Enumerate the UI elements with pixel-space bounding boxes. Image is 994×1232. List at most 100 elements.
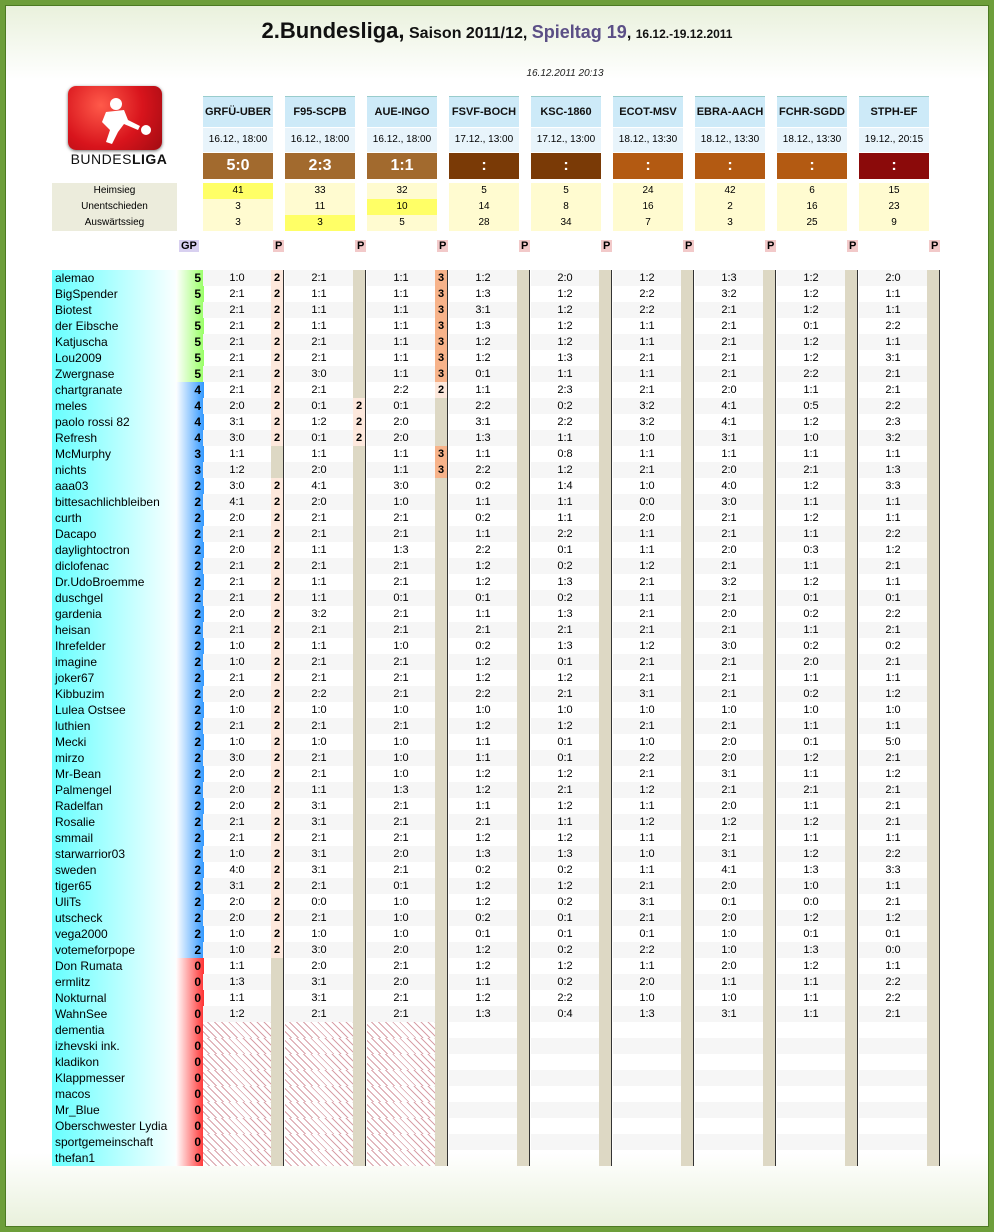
tip-value: 0:1: [531, 750, 599, 766]
tip-points: [599, 382, 611, 398]
tip-value: 2:2: [859, 974, 927, 990]
tip-points: [517, 894, 529, 910]
player-name: Lulea Ostsee: [52, 702, 180, 718]
tip-value: 1:0: [311, 928, 327, 940]
tip-column: 2:0 1:2 1:2 1:2 1:2 1:3 1:1 2:3 0:2 2:2 1:1 0:8 1:2 1…: [531, 270, 612, 1166]
match-column-header: FCHR-SGDD 18.12., 13:30:: [777, 96, 847, 179]
tip-value: 3:2: [613, 398, 681, 414]
tip-points: [353, 478, 365, 494]
tip-points: [681, 926, 693, 942]
tip-value: [695, 1134, 763, 1150]
tip-points: [681, 590, 693, 606]
tip-cell: 1:2: [449, 718, 529, 734]
tip-value: 1:3: [475, 320, 491, 332]
tip-points: [927, 638, 939, 654]
tip-cell: 1:1: [613, 526, 693, 542]
tip-points: [845, 782, 857, 798]
tip-value: 1:2: [557, 768, 573, 780]
tip-cell: [449, 1134, 529, 1150]
tip-points: [435, 718, 447, 734]
tip-cell: 1:1: [613, 830, 693, 846]
tip-points: [435, 958, 447, 974]
tip-cell: [531, 1038, 611, 1054]
tip-points: 2: [271, 670, 283, 686]
tip-points: [599, 654, 611, 670]
tip-points: [353, 1006, 365, 1022]
tip-points: [845, 286, 857, 302]
tip-value: [203, 1150, 271, 1166]
tip-value: [613, 1086, 681, 1102]
stat-count: 16: [777, 199, 847, 215]
tip-cell: 1:1: [777, 718, 857, 734]
tip-cell: 0:1: [777, 590, 857, 606]
tip-points: [681, 782, 693, 798]
tip-value: 1:1: [859, 494, 927, 510]
tip-value: [695, 1086, 763, 1102]
tip-points: 2: [271, 942, 283, 958]
tip-points: [763, 718, 775, 734]
tip-points: 2: [271, 894, 283, 910]
tip-value: 2:1: [367, 718, 435, 734]
tip-value: 1:1: [475, 448, 491, 460]
tip-points: [599, 1150, 611, 1166]
tip-cell: 1:2: [777, 574, 857, 590]
tip-cell: 2:2: [449, 462, 529, 478]
tip-cell: [203, 1054, 283, 1070]
tip-points: [681, 894, 693, 910]
player-points: 5: [176, 350, 204, 366]
tip-cell: 2:0: [695, 606, 775, 622]
tip-value: 1:2: [311, 416, 327, 428]
player-points: 0: [176, 1038, 204, 1054]
player-name: gardenia: [52, 606, 180, 622]
tip-points: [353, 558, 365, 574]
tip-value: 0:1: [557, 544, 573, 556]
tip-value: 1:2: [475, 768, 491, 780]
tip-points: [681, 1054, 693, 1070]
tip-cell: 3:1: [613, 894, 693, 910]
tip-cell: 1:3: [449, 318, 529, 334]
tip-cell: [777, 1150, 857, 1166]
tip-points: [435, 1006, 447, 1022]
match-column-header: EBRA-AACH 18.12., 13:30:: [695, 96, 765, 179]
tip-points: [517, 846, 529, 862]
tip-cell: 0:1: [367, 590, 447, 606]
player-name: utscheck: [52, 910, 180, 926]
tip-value: 5:0: [885, 736, 901, 748]
tip-value: 2:1: [885, 384, 901, 396]
tip-value: 1:2: [885, 544, 901, 556]
matchday-label: Spieltag 19: [531, 22, 627, 42]
tip-points: [927, 622, 939, 638]
tip-points: [435, 750, 447, 766]
tip-value: 2:1: [721, 832, 737, 844]
player-name: Refresh: [52, 430, 180, 446]
tip-cell: [777, 1134, 857, 1150]
tip-cell: 1:0 2: [203, 702, 283, 718]
tip-points: [353, 878, 365, 894]
tip-cell: [777, 1038, 857, 1054]
tip-value: 2:2: [859, 526, 927, 542]
tip-value: 0:1: [531, 910, 599, 926]
tip-points: [353, 1022, 365, 1038]
player-name: izhevski ink.: [52, 1038, 180, 1054]
tip-cell: [695, 1086, 775, 1102]
tip-points: [845, 350, 857, 366]
tip-points: 2: [271, 926, 283, 942]
tip-cell: [859, 1150, 939, 1166]
tip-value: [531, 1086, 599, 1102]
tip-value: 2:2: [885, 992, 901, 1004]
tip-points: [435, 1022, 447, 1038]
tip-cell: 2:0: [367, 942, 447, 958]
tip-cell: 1:0: [367, 750, 447, 766]
tip-value: 1:2: [557, 800, 573, 812]
tip-cell: 2:1 2: [203, 382, 283, 398]
tip-cell: 1:1 3: [367, 334, 447, 350]
tip-value: 3:1: [695, 846, 763, 862]
tip-points: [845, 990, 857, 1006]
tip-value: 1:1: [285, 590, 353, 606]
tip-column: 1:1 3 1:1 3 1:1 3 1:1 3 1:1 3 1:1 3 1:1 3 2:2 2 0:1 2:0 2:…: [367, 270, 448, 1166]
tip-points: [517, 590, 529, 606]
tip-points: [845, 430, 857, 446]
player-points: 2: [176, 590, 204, 606]
tip-value: 1:2: [531, 878, 599, 894]
tip-cell: [859, 1070, 939, 1086]
